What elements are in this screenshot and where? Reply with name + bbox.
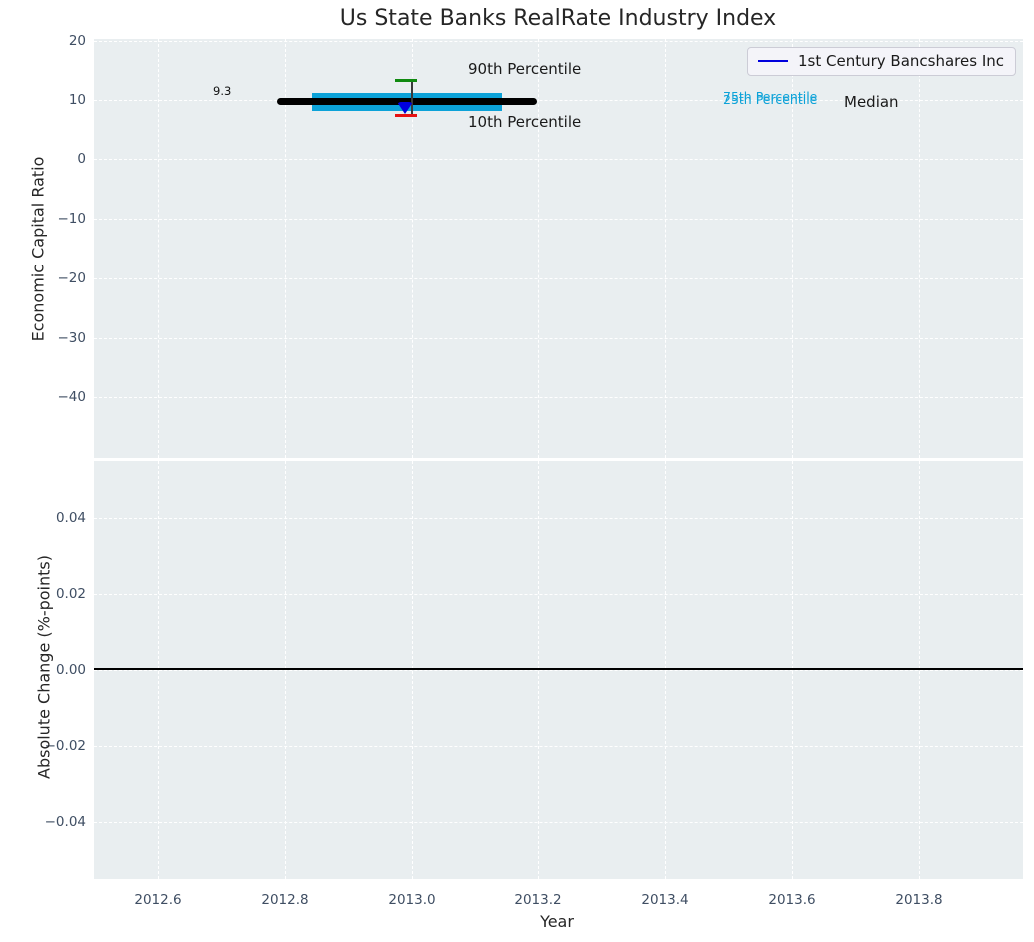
legend-line-icon	[758, 59, 788, 63]
gridline	[792, 461, 793, 879]
x-tick-label: 2012.6	[134, 892, 182, 908]
x-axis-label: Year	[540, 912, 574, 931]
gridline	[919, 461, 920, 879]
y-tick-label: 20	[68, 33, 86, 49]
gridline	[412, 461, 413, 879]
y-tick-label: 10	[68, 92, 86, 108]
y-tick-label: 0.04	[55, 510, 86, 526]
gridline	[285, 39, 286, 458]
whisker-line	[411, 80, 413, 114]
gridline	[94, 746, 1023, 747]
x-tick-label: 2012.8	[261, 892, 309, 908]
y-tick-label: −40	[57, 389, 87, 405]
gridline	[94, 822, 1023, 823]
gridline	[792, 39, 793, 458]
median-label: Median	[844, 93, 899, 111]
top-plot-area: 9.3 90th Percentile 10th Percentile 75th…	[94, 39, 1023, 458]
company-value-label: 9.3	[213, 84, 232, 98]
y-tick-label: 0.02	[55, 586, 86, 602]
chart-title: Us State Banks RealRate Industry Index	[339, 6, 777, 31]
gridline	[538, 461, 539, 879]
gridline	[94, 518, 1023, 519]
gridline	[94, 278, 1023, 279]
x-tick-label: 2013.8	[895, 892, 943, 908]
gridline	[158, 461, 159, 879]
p75-label: 75th Percentile	[723, 89, 818, 104]
zero-reference-line	[94, 668, 1023, 670]
gridline	[919, 39, 920, 458]
y-tick-label: −0.02	[44, 738, 86, 754]
p90-cap-marker	[395, 79, 417, 82]
x-tick-label: 2013.6	[768, 892, 816, 908]
gridline	[94, 159, 1023, 160]
p25-label: 25th Percentile	[723, 92, 818, 107]
gridline	[665, 39, 666, 458]
legend-label: 1st Century Bancshares Inc	[798, 52, 1004, 70]
p10-label: 10th Percentile	[468, 113, 582, 131]
x-tick-label: 2013.0	[388, 892, 436, 908]
median-line	[277, 98, 537, 105]
y-tick-label: −10	[57, 211, 87, 227]
y-tick-label: −20	[57, 270, 87, 286]
p10-cap-marker	[395, 114, 417, 117]
company-marker-icon	[397, 102, 413, 114]
gridline	[158, 39, 159, 458]
gridline	[412, 39, 413, 458]
y-tick-label: −30	[57, 330, 87, 346]
gridline	[94, 338, 1023, 339]
legend: 1st Century Bancshares Inc	[747, 47, 1016, 76]
y-tick-label: 0	[77, 151, 86, 167]
top-y-axis-label: Economic Capital Ratio	[28, 156, 48, 342]
gridline	[285, 461, 286, 879]
gridline	[94, 41, 1023, 42]
gridline	[94, 397, 1023, 398]
bottom-y-axis-label: Absolute Change (%-points)	[34, 555, 54, 779]
p90-label: 90th Percentile	[468, 60, 582, 78]
bottom-plot-area	[94, 461, 1023, 879]
x-tick-label: 2013.4	[641, 892, 689, 908]
gridline	[538, 39, 539, 458]
gridline	[94, 219, 1023, 220]
gridline	[665, 461, 666, 879]
y-tick-label: 0.00	[55, 662, 86, 678]
y-tick-label: −0.04	[44, 814, 86, 830]
gridline	[94, 594, 1023, 595]
gridline	[94, 100, 1023, 101]
gridline	[94, 670, 1023, 671]
x-tick-label: 2013.2	[514, 892, 562, 908]
